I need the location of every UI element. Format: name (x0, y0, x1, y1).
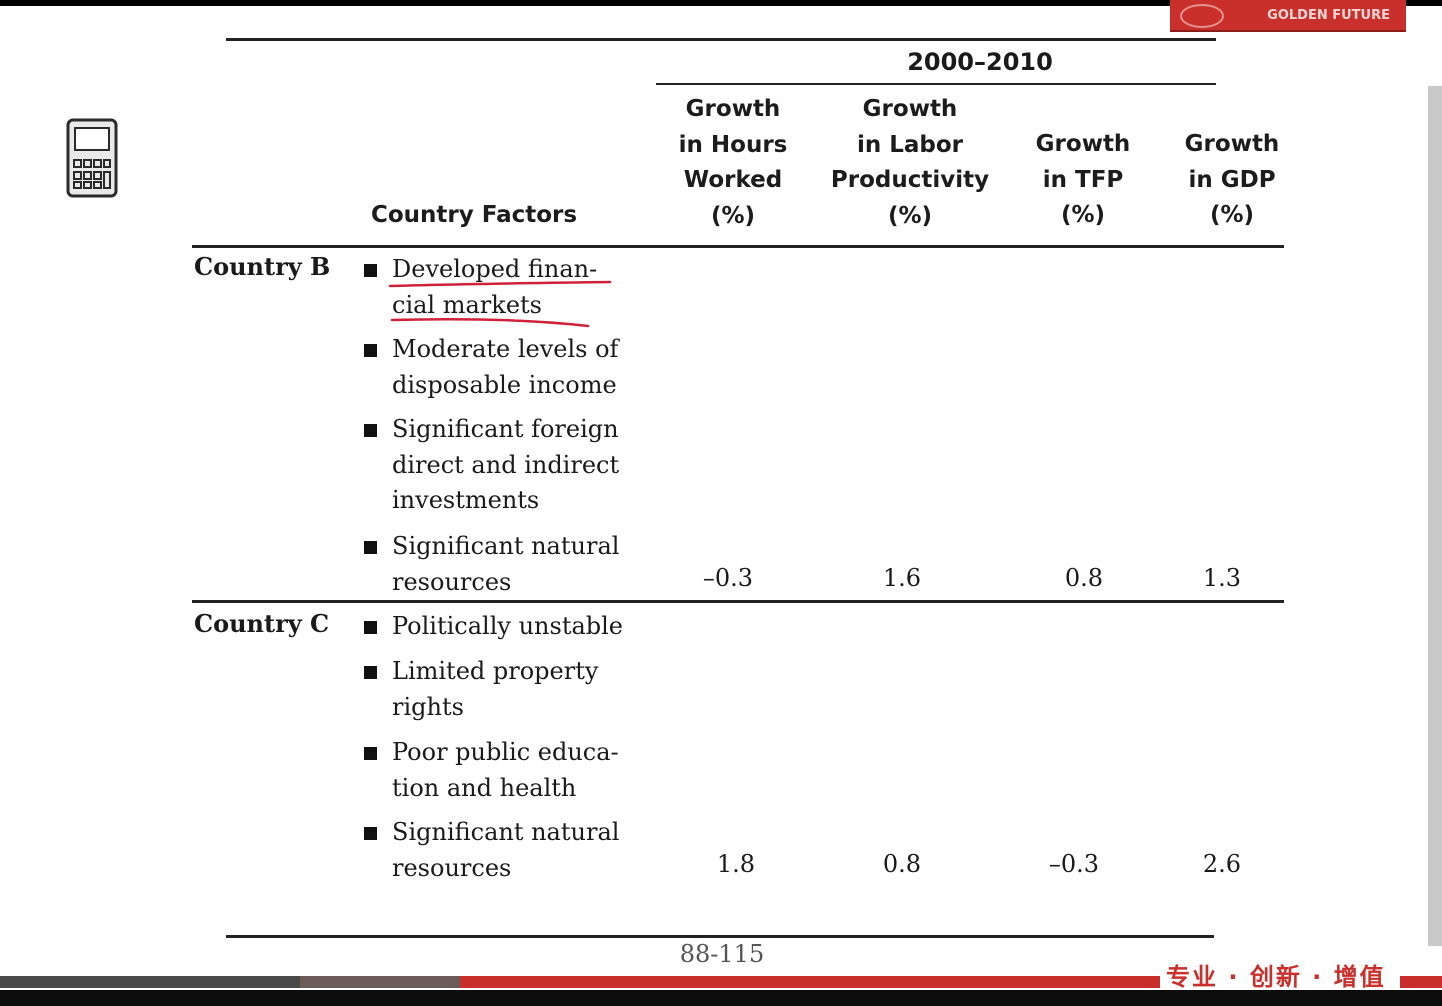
factor-line: direct and indirect (392, 450, 620, 479)
col-header-hours-line: (%) (710, 202, 756, 229)
factor-line: resources (392, 853, 512, 882)
bottom-border (0, 990, 1442, 1006)
bullet-square-icon (364, 541, 377, 554)
factor-text: Developed finan- cial markets (392, 252, 642, 323)
col-header-hours-line: Worked (683, 167, 783, 193)
factor-line: Significant natural (392, 532, 620, 560)
value-tfp: 0.8 (1064, 564, 1104, 592)
factor-list: Politically unstable Limited property ri… (364, 609, 644, 889)
calculator-icon[interactable] (66, 118, 118, 198)
value-hours: –0.3 (702, 564, 754, 592)
factor-text: Significant natural resources (392, 815, 642, 886)
value-labor: 0.8 (882, 850, 922, 878)
country-label: Country B (194, 252, 331, 281)
factor-line: Limited property (392, 657, 599, 685)
top-border (0, 0, 1442, 6)
factor-text: Limited property rights (392, 654, 642, 725)
col-header-tfp-line: Growth (1035, 131, 1131, 157)
col-header-gdp-line: (%) (1209, 202, 1255, 228)
brand-logo: GOLDEN FUTURE (1170, 0, 1406, 32)
col-header-labor-line: Growth (862, 96, 958, 122)
bullet-square-icon (364, 827, 377, 840)
right-edge-strip (1428, 86, 1442, 946)
brand-logo-text: GOLDEN FUTURE (1267, 7, 1390, 23)
page-number: 88-115 (679, 940, 765, 968)
factor-text: Significant natural resources (392, 529, 642, 600)
handwritten-underline-annotation (388, 280, 612, 328)
value-hours: 1.8 (716, 850, 756, 878)
factor-line: investments (392, 486, 540, 514)
col-header-hours-line: in Hours (678, 131, 788, 158)
factor-line: cial markets (392, 290, 542, 319)
bullet-square-icon (364, 666, 377, 679)
col-header-factors: Country Factors (370, 202, 578, 228)
col-header-tfp-line: (%) (1060, 202, 1106, 228)
col-header-labor: Growth in Labor Productivity (%) (815, 92, 1005, 234)
period-rule (656, 83, 1216, 85)
col-header-gdp-line: Growth (1184, 131, 1280, 157)
col-header-hours: Growth in Hours Worked (%) (653, 92, 813, 234)
bullet-square-icon (364, 264, 377, 277)
bullet-square-icon (364, 424, 377, 437)
factor-line: disposable income (392, 370, 617, 399)
value-labor: 1.6 (882, 564, 922, 592)
factor-line: tion and health (392, 773, 577, 802)
country-label: Country C (194, 609, 330, 638)
row-divider-rule (192, 600, 1284, 603)
factor-line: Significant natural (392, 818, 620, 846)
factor-line: Developed finan- (392, 255, 598, 283)
value-tfp: –0.3 (1048, 850, 1100, 878)
header-rule (192, 245, 1284, 248)
col-header-hours-line: Growth (685, 96, 781, 122)
bullet-square-icon (364, 344, 377, 357)
table-bottom-rule (226, 935, 1214, 938)
col-header-gdp: Growth in GDP (%) (1168, 127, 1296, 234)
factor-line: Significant foreign (392, 415, 619, 443)
table-top-rule (226, 38, 1216, 41)
col-header-labor-line: in Labor (856, 131, 964, 158)
factor-line: resources (392, 567, 512, 596)
factor-text: Significant foreign direct and indirect … (392, 412, 642, 519)
factor-line: rights (392, 692, 464, 721)
factor-line: Moderate levels of (392, 335, 619, 363)
footer-slogan: 专业 · 创新 · 增值 (1166, 963, 1386, 991)
col-header-labor-line: Productivity (830, 167, 990, 193)
factor-list: Developed finan- cial markets Moderate l… (364, 252, 644, 597)
factor-text: Politically unstable (392, 609, 642, 645)
logo-mark-icon (1180, 4, 1224, 28)
bullet-square-icon (364, 621, 377, 634)
factor-text: Poor public educa- tion and health (392, 735, 642, 806)
footer-decor-band (0, 976, 1442, 988)
factor-text: Moderate levels of disposable income (392, 332, 642, 403)
period-header: 2000–2010 (907, 48, 1053, 76)
factor-line: Politically unstable (392, 612, 624, 640)
value-gdp: 2.6 (1202, 850, 1242, 878)
factor-line: Poor public educa- (392, 738, 619, 766)
bullet-square-icon (364, 747, 377, 760)
value-gdp: 1.3 (1202, 564, 1242, 592)
col-header-tfp-line: in TFP (1042, 166, 1124, 193)
col-header-labor-line: (%) (887, 202, 933, 229)
col-header-tfp: Growth in TFP (%) (1020, 127, 1146, 234)
col-header-gdp-line: in GDP (1188, 166, 1276, 193)
